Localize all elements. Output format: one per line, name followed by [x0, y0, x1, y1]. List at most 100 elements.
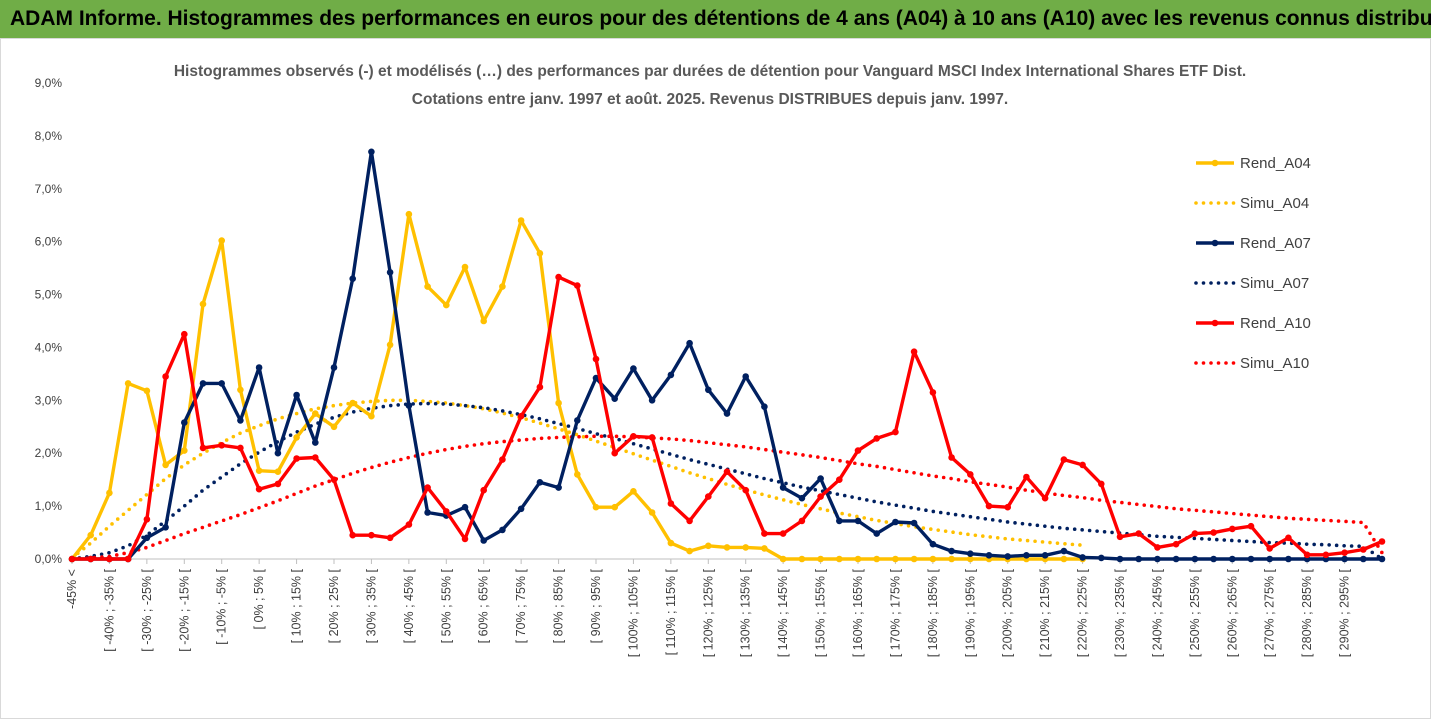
data-point	[667, 539, 675, 547]
data-point	[742, 544, 749, 551]
data-point	[237, 444, 244, 452]
data-point	[873, 435, 880, 442]
data-point	[574, 471, 581, 478]
legend-marker	[1211, 319, 1219, 327]
x-tick-label: [ -30% ; -25% [	[140, 568, 154, 651]
data-point	[1285, 555, 1292, 563]
data-point	[349, 531, 357, 539]
data-point	[798, 517, 806, 525]
data-point	[499, 456, 506, 463]
data-point	[723, 544, 731, 551]
legend-label: Rend_A10	[1240, 315, 1311, 332]
data-point	[218, 442, 225, 449]
data-point	[181, 330, 188, 338]
y-tick-label: 0,0%	[35, 552, 63, 566]
data-point	[480, 537, 488, 544]
data-point	[255, 364, 263, 371]
data-point	[574, 282, 581, 289]
series-Rend_A10	[68, 273, 1386, 563]
data-point	[405, 210, 413, 218]
chart: Histogrammes observés (-) et modélisés (…	[35, 63, 1386, 657]
x-tick-label: [ 180% ; 185% [	[926, 568, 940, 657]
data-point	[779, 484, 787, 491]
y-tick-label: 1,0%	[35, 499, 63, 513]
data-point	[555, 273, 562, 281]
data-point	[199, 380, 207, 387]
data-point	[555, 399, 562, 407]
data-point	[630, 365, 637, 372]
data-point	[985, 502, 993, 510]
data-point	[686, 547, 693, 555]
x-tick-label: [ 220% ; 225% [	[1076, 568, 1090, 657]
series-Simu_A04	[70, 398, 1085, 560]
y-tick-label: 3,0%	[35, 393, 63, 407]
data-point	[517, 412, 525, 420]
y-tick-label: 8,0%	[35, 129, 63, 143]
data-point	[162, 461, 169, 469]
data-point	[255, 485, 263, 493]
data-point	[611, 395, 618, 403]
data-point	[648, 434, 656, 441]
data-point	[1172, 555, 1180, 563]
data-point	[967, 471, 974, 478]
data-point	[1041, 494, 1049, 502]
data-point	[817, 555, 824, 563]
data-point	[517, 505, 525, 513]
data-point	[761, 530, 768, 537]
data-point	[948, 555, 955, 563]
data-point	[124, 380, 132, 387]
x-tick-label: [ 10% ; 15% [	[290, 568, 304, 643]
data-point	[985, 552, 993, 559]
data-point	[1060, 456, 1068, 463]
data-point	[723, 468, 731, 476]
data-point	[817, 475, 824, 482]
data-point	[499, 526, 506, 534]
data-point	[181, 419, 188, 426]
data-point	[106, 555, 113, 563]
banner-title: ADAM Informe. Histogrammes des performan…	[0, 0, 1431, 38]
data-point	[218, 237, 225, 244]
x-tick-label: [ 250% ; 255% [	[1188, 568, 1202, 657]
data-point	[779, 530, 787, 537]
y-tick-label: 5,0%	[35, 288, 63, 302]
data-point	[536, 479, 544, 486]
legend-label: Simu_A10	[1240, 355, 1309, 372]
data-point	[1303, 551, 1311, 559]
legend-item: Rend_A10	[1196, 315, 1311, 332]
series-line-Simu_A04	[70, 398, 1085, 560]
legend-item: Simu_A07	[1194, 275, 1309, 292]
chart-title: Histogrammes observés (-) et modélisés (…	[174, 63, 1246, 80]
data-point	[779, 555, 787, 563]
series-Simu_A07	[70, 401, 1384, 561]
data-point	[1041, 552, 1049, 559]
legend-item: Simu_A10	[1194, 355, 1309, 372]
data-point	[798, 494, 806, 502]
data-point	[1135, 530, 1142, 537]
data-point	[1322, 551, 1330, 559]
data-point	[87, 531, 94, 539]
data-point	[386, 269, 394, 276]
data-point	[368, 412, 375, 420]
legend-marker	[1211, 239, 1219, 247]
data-point	[368, 531, 375, 539]
x-tick-label: [ 100% ; 105% [	[626, 568, 640, 657]
legend-label: Rend_A07	[1240, 235, 1311, 252]
data-point	[1116, 533, 1124, 541]
data-point	[1172, 540, 1180, 548]
data-point	[162, 524, 169, 531]
data-point	[648, 397, 656, 404]
data-point	[929, 389, 937, 396]
data-point	[368, 148, 375, 156]
data-point	[312, 410, 319, 417]
data-point	[967, 555, 974, 563]
x-tick-label: [ 140% ; 145% [	[776, 568, 790, 657]
data-point	[910, 348, 918, 356]
data-point	[386, 341, 394, 349]
data-point	[1341, 549, 1348, 556]
data-point	[237, 386, 244, 394]
data-point	[910, 555, 918, 563]
data-point	[742, 486, 749, 494]
y-tick-label: 7,0%	[35, 182, 63, 196]
data-point	[1360, 555, 1367, 563]
series-layer	[68, 148, 1386, 563]
